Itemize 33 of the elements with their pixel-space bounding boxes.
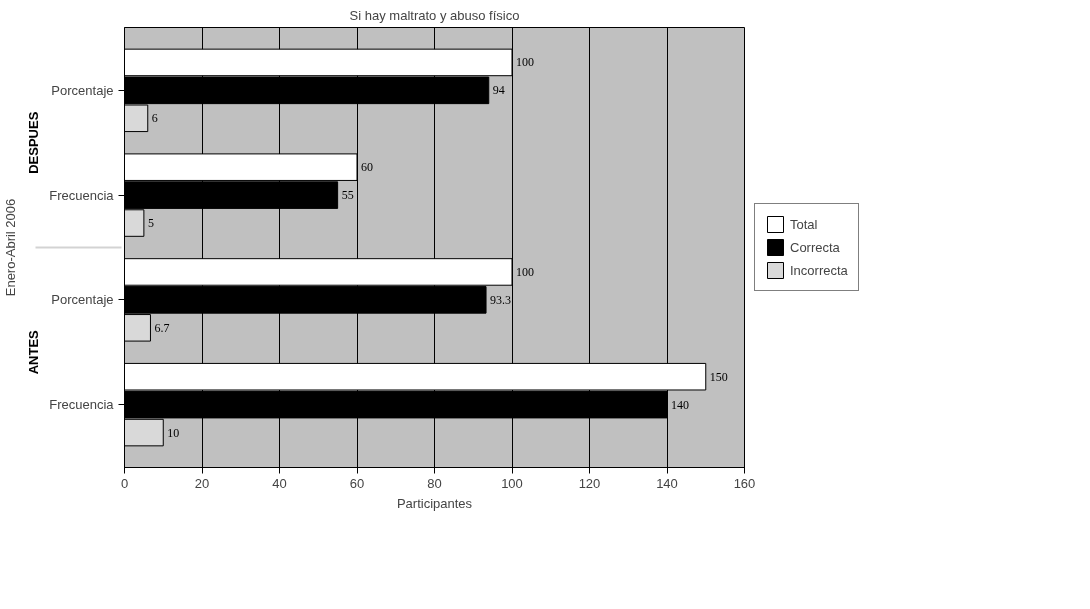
y-axis-title: Enero-Abril 2006 [3,198,19,297]
data-label: 100 [516,55,534,70]
x-tick-label: 40 [272,475,287,491]
data-label: 5 [147,216,154,231]
text: DESPUES [26,111,42,174]
y-tick-label: Frecuencia [49,187,115,203]
x-tick-label: 120 [578,475,601,491]
chart-title: Si hay maltrato y abuso físico [349,7,520,23]
x-tick-label: 80 [427,475,442,491]
legend-label: Incorrecta [790,262,848,278]
y-tick-label: Frecuencia [49,397,115,413]
y-tick-label: Porcentaje [51,292,114,308]
data-label: 55 [341,188,354,203]
x-tick-label: 160 [733,475,756,491]
x-tick-label: 20 [194,475,210,491]
x-tick-label: 100 [501,475,523,491]
x-tick-label: 60 [349,475,365,491]
data-label: 140 [671,397,689,412]
data-label: 93.3 [490,292,512,307]
x-tick-label: 140 [656,475,678,491]
data-label: 10 [167,425,180,440]
data-label: 60 [361,160,373,175]
data-label: 6 [151,111,158,126]
data-label: 94 [492,83,505,98]
data-label: 150 [709,369,728,384]
text: ANTES [26,329,42,375]
data-label: 6.7 [154,320,170,335]
x-axis-title: Participantes [396,495,473,511]
y-tick-label: Porcentaje [51,82,114,98]
legend-label: Correcta [790,239,840,255]
x-tick-label: 0 [120,475,129,491]
data-label: 100 [516,264,534,279]
legend-label: Total [790,216,818,232]
